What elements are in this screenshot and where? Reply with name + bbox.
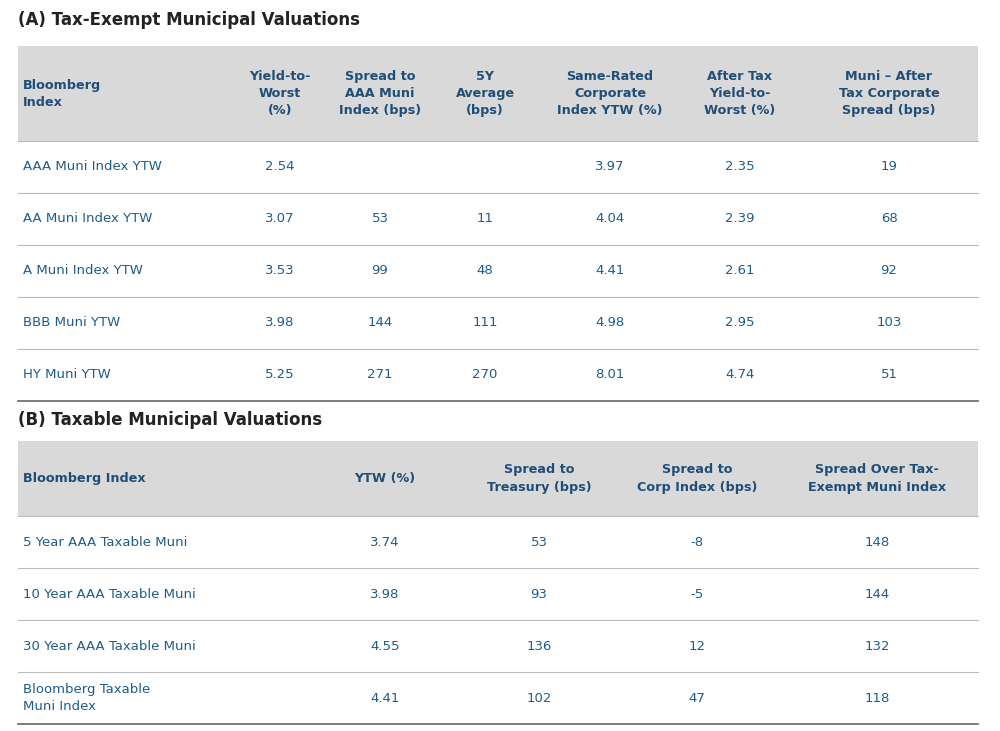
Text: 51: 51 [881, 368, 898, 382]
Text: Spread to
Corp Index (bps): Spread to Corp Index (bps) [637, 463, 757, 493]
Bar [18, 441, 978, 516]
Text: 102: 102 [526, 692, 552, 705]
Text: 270: 270 [472, 368, 498, 382]
Text: BBB Muni YTW: BBB Muni YTW [23, 317, 120, 330]
Text: 5.25: 5.25 [265, 368, 295, 382]
Text: Bloomberg Index: Bloomberg Index [23, 472, 146, 485]
Text: 132: 132 [864, 640, 890, 653]
Text: 3.07: 3.07 [265, 213, 295, 225]
Text: -5: -5 [690, 588, 704, 600]
Text: 4.74: 4.74 [725, 368, 755, 382]
Text: After Tax
Yield-to-
Worst (%): After Tax Yield-to- Worst (%) [704, 70, 776, 117]
Text: Bloomberg
Index: Bloomberg Index [23, 78, 101, 108]
Text: 10 Year AAA Taxable Muni: 10 Year AAA Taxable Muni [23, 588, 196, 600]
Text: 47: 47 [689, 692, 705, 705]
Text: AA Muni Index YTW: AA Muni Index YTW [23, 213, 152, 225]
Text: Same-Rated
Corporate
Index YTW (%): Same-Rated Corporate Index YTW (%) [557, 70, 663, 117]
Text: 2.95: 2.95 [725, 317, 755, 330]
Text: 4.41: 4.41 [370, 692, 400, 705]
Text: 8.01: 8.01 [595, 368, 625, 382]
Text: 5 Year AAA Taxable Muni: 5 Year AAA Taxable Muni [23, 536, 187, 548]
Text: 3.98: 3.98 [370, 588, 400, 600]
Text: 3.53: 3.53 [265, 265, 295, 278]
Text: 136: 136 [526, 640, 552, 653]
Text: 53: 53 [372, 213, 388, 225]
Text: 11: 11 [477, 213, 494, 225]
Text: 3.97: 3.97 [595, 161, 625, 173]
Text: 4.55: 4.55 [370, 640, 400, 653]
Text: 4.98: 4.98 [595, 317, 625, 330]
Text: 5Y
Average
(bps): 5Y Average (bps) [455, 70, 515, 117]
Text: HY Muni YTW: HY Muni YTW [23, 368, 111, 382]
Text: Spread Over Tax-
Exempt Muni Index: Spread Over Tax- Exempt Muni Index [808, 463, 946, 493]
Text: Spread to
Treasury (bps): Spread to Treasury (bps) [487, 463, 591, 493]
Text: Yield-to-
Worst
(%): Yield-to- Worst (%) [249, 70, 311, 117]
Text: 48: 48 [477, 265, 493, 278]
Text: 2.35: 2.35 [725, 161, 755, 173]
Text: 2.54: 2.54 [265, 161, 295, 173]
Text: Bloomberg Taxable
Muni Index: Bloomberg Taxable Muni Index [23, 683, 150, 713]
Bar [18, 46, 978, 141]
Text: 3.74: 3.74 [370, 536, 400, 548]
Text: 148: 148 [864, 536, 890, 548]
Text: 68: 68 [881, 213, 897, 225]
Text: (A) Tax-Exempt Municipal Valuations: (A) Tax-Exempt Municipal Valuations [18, 11, 360, 29]
Text: 4.41: 4.41 [595, 265, 625, 278]
Text: 103: 103 [876, 317, 902, 330]
Text: 19: 19 [881, 161, 897, 173]
Text: Muni – After
Tax Corporate
Spread (bps): Muni – After Tax Corporate Spread (bps) [839, 70, 939, 117]
Text: 12: 12 [688, 640, 706, 653]
Text: 53: 53 [530, 536, 548, 548]
Text: YTW (%): YTW (%) [354, 472, 416, 485]
Text: 4.04: 4.04 [595, 213, 625, 225]
Text: Spread to
AAA Muni
Index (bps): Spread to AAA Muni Index (bps) [339, 70, 421, 117]
Text: 2.61: 2.61 [725, 265, 755, 278]
Text: 92: 92 [881, 265, 897, 278]
Text: A Muni Index YTW: A Muni Index YTW [23, 265, 143, 278]
Text: 144: 144 [864, 588, 890, 600]
Text: 99: 99 [372, 265, 388, 278]
Text: AAA Muni Index YTW: AAA Muni Index YTW [23, 161, 162, 173]
Text: (B) Taxable Municipal Valuations: (B) Taxable Municipal Valuations [18, 411, 322, 429]
Text: 144: 144 [367, 317, 393, 330]
Text: 111: 111 [472, 317, 498, 330]
Text: 93: 93 [531, 588, 547, 600]
Text: 271: 271 [367, 368, 393, 382]
Text: 3.98: 3.98 [265, 317, 295, 330]
Text: 2.39: 2.39 [725, 213, 755, 225]
Text: 118: 118 [864, 692, 890, 705]
Text: -8: -8 [690, 536, 704, 548]
Text: 30 Year AAA Taxable Muni: 30 Year AAA Taxable Muni [23, 640, 196, 653]
